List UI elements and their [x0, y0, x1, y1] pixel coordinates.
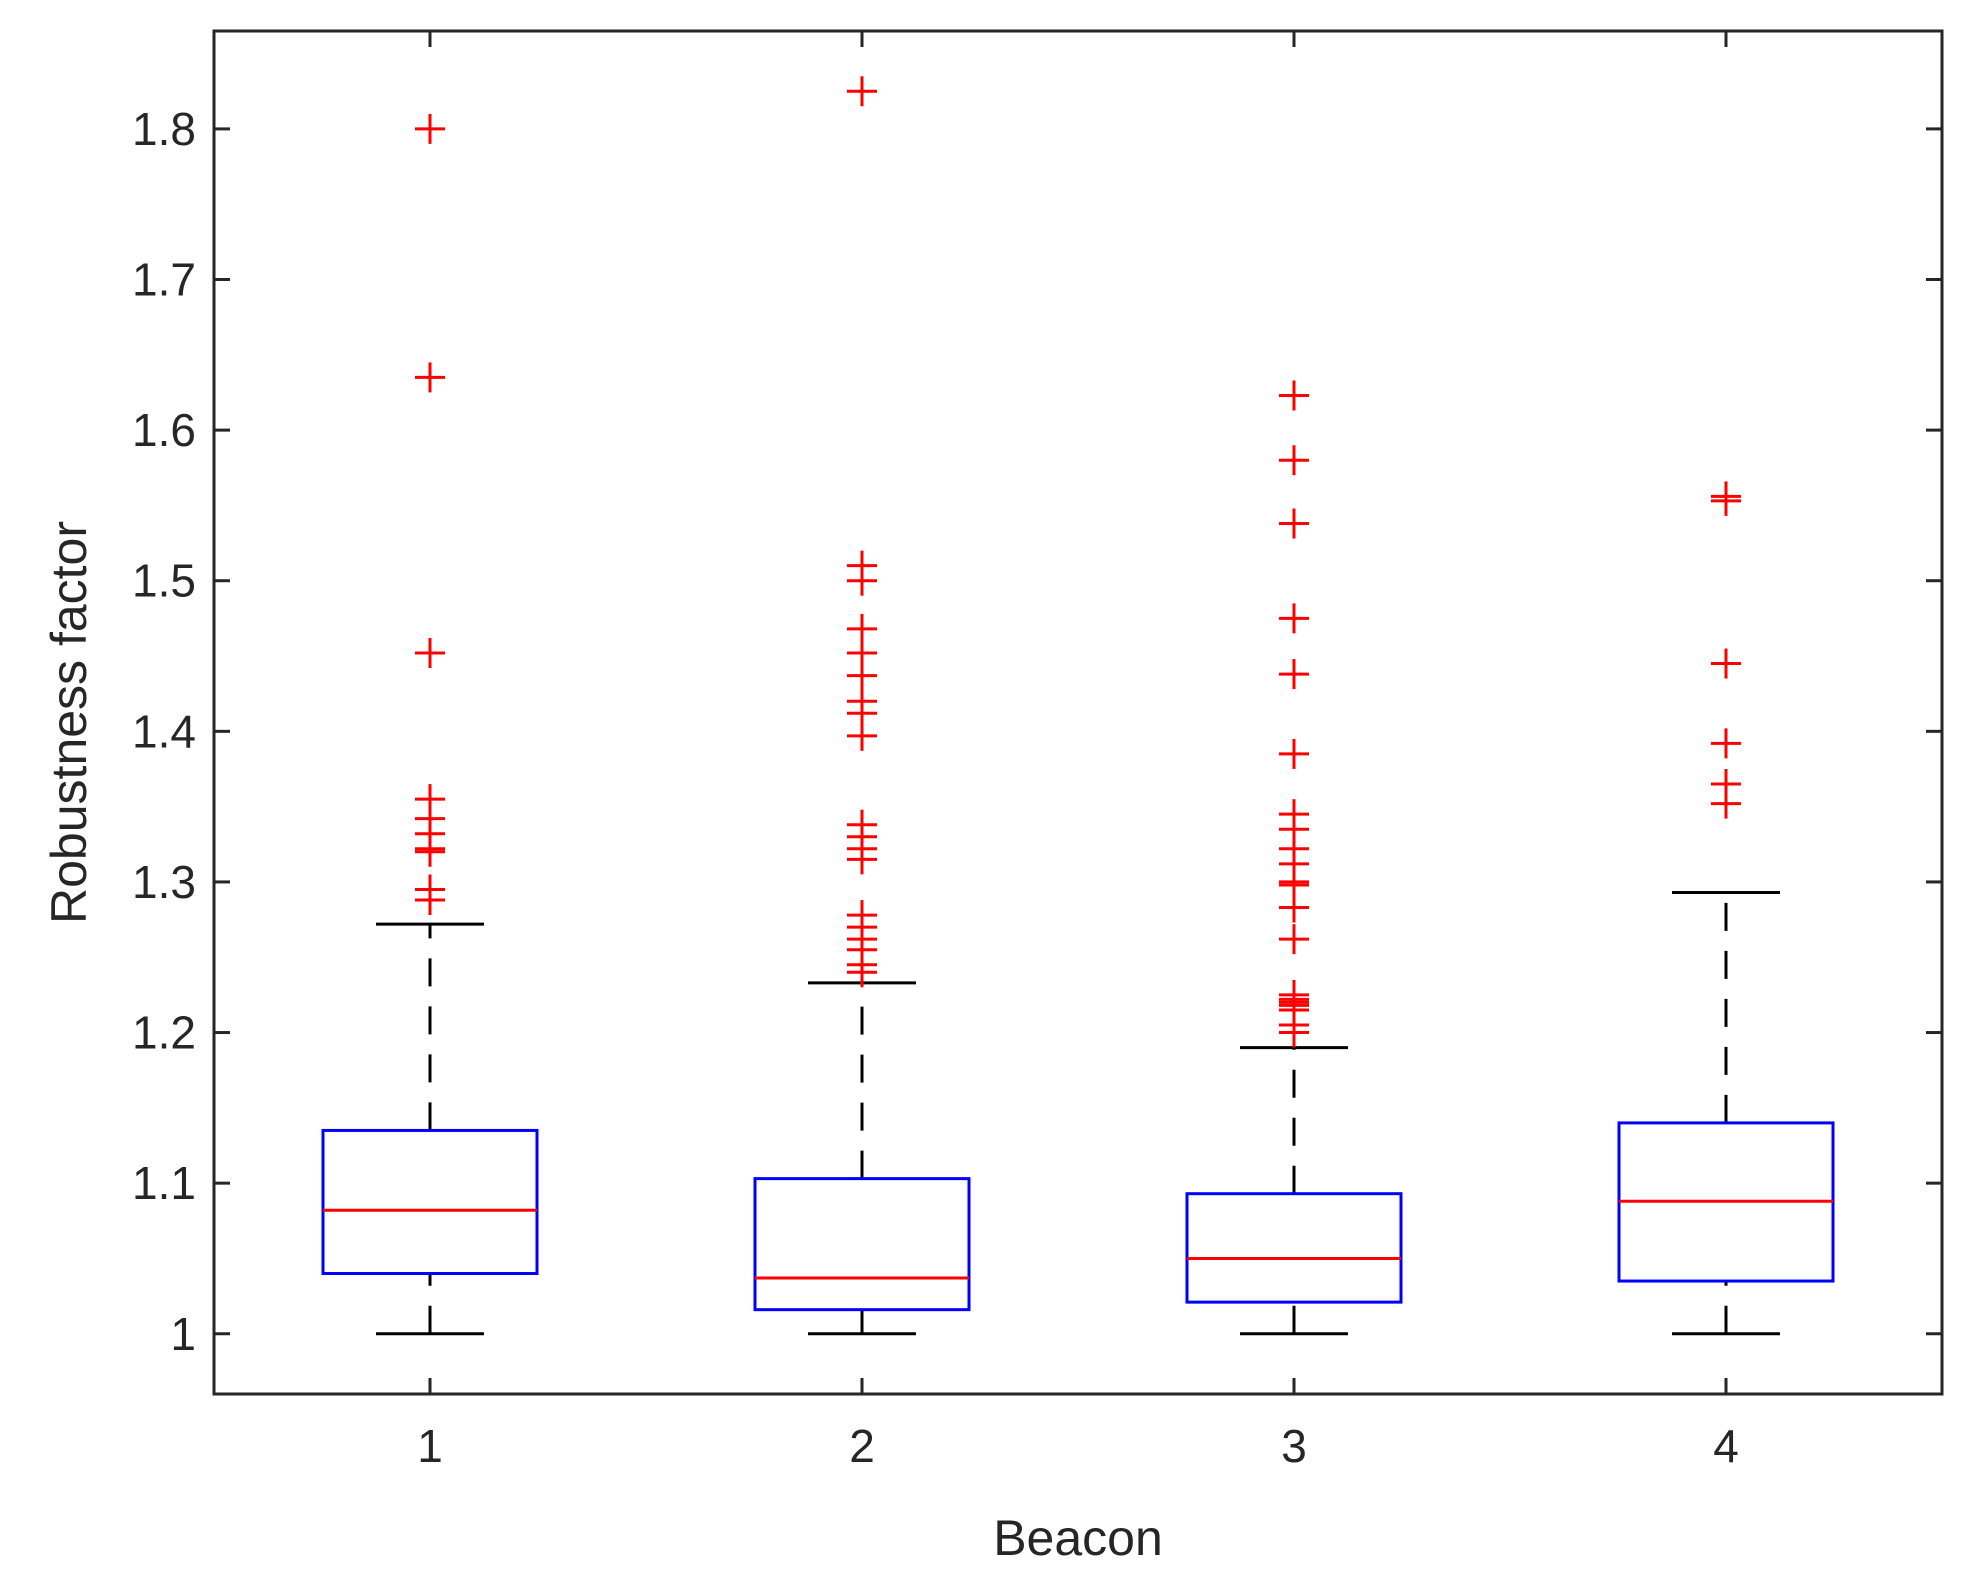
y-tick-label: 1.5	[132, 555, 196, 607]
chart-marks	[321, 76, 1835, 1336]
outlier-marker	[415, 885, 445, 916]
outlier-marker	[847, 957, 877, 988]
outlier-marker	[1279, 508, 1309, 539]
x-tick-label: 2	[849, 1420, 875, 1472]
y-tick-label: 1.8	[132, 103, 196, 155]
outlier-marker	[1279, 738, 1309, 769]
iqr-box	[1185, 1192, 1403, 1304]
x-tick-label: 1	[417, 1420, 443, 1472]
outlier-marker	[847, 720, 877, 751]
outlier-marker	[1711, 728, 1741, 759]
y-tick-label: 1.2	[132, 1007, 196, 1059]
y-axis: 1 1.1 1.2 1.3 1.4 1.5 1.6 1.7 1.8	[132, 103, 1942, 1360]
x-axis-label: Beacon	[993, 1510, 1163, 1566]
y-tick-label: 1	[170, 1308, 196, 1360]
outlier-marker	[847, 844, 877, 875]
outlier-marker	[415, 638, 445, 669]
y-tick-label: 1.7	[132, 254, 196, 306]
y-tick-label: 1.1	[132, 1157, 196, 1209]
box-group-4	[1617, 481, 1835, 1336]
x-axis: 1 2 3 4	[417, 31, 1739, 1472]
box-group-3	[1185, 380, 1403, 1336]
y-tick-label: 1.6	[132, 404, 196, 456]
outlier-marker	[1279, 924, 1309, 955]
box-group-2	[753, 76, 971, 1336]
box-group-1	[321, 113, 539, 1336]
outlier-marker	[847, 76, 877, 107]
outlier-marker	[1711, 485, 1741, 516]
x-tick-label: 4	[1713, 1420, 1739, 1472]
outlier-marker	[415, 362, 445, 393]
outlier-marker	[1279, 380, 1309, 411]
plot-frame	[212, 29, 1944, 1396]
outlier-marker	[847, 565, 877, 596]
y-axis-label: Robustness factor	[41, 521, 97, 924]
outlier-marker	[1279, 892, 1309, 923]
y-tick-label: 1.3	[132, 856, 196, 908]
outlier-marker	[1711, 648, 1741, 679]
outlier-marker	[415, 113, 445, 144]
outlier-marker	[1279, 445, 1309, 476]
outlier-marker	[1279, 659, 1309, 690]
outlier-marker	[1279, 1017, 1309, 1048]
iqr-box	[753, 1177, 971, 1312]
outlier-marker	[1279, 603, 1309, 634]
outlier-marker	[847, 660, 877, 691]
x-tick-label: 3	[1281, 1420, 1307, 1472]
outlier-marker	[415, 836, 445, 867]
iqr-box	[321, 1128, 539, 1276]
y-tick-label: 1.4	[132, 705, 196, 757]
outlier-marker	[1711, 788, 1741, 819]
